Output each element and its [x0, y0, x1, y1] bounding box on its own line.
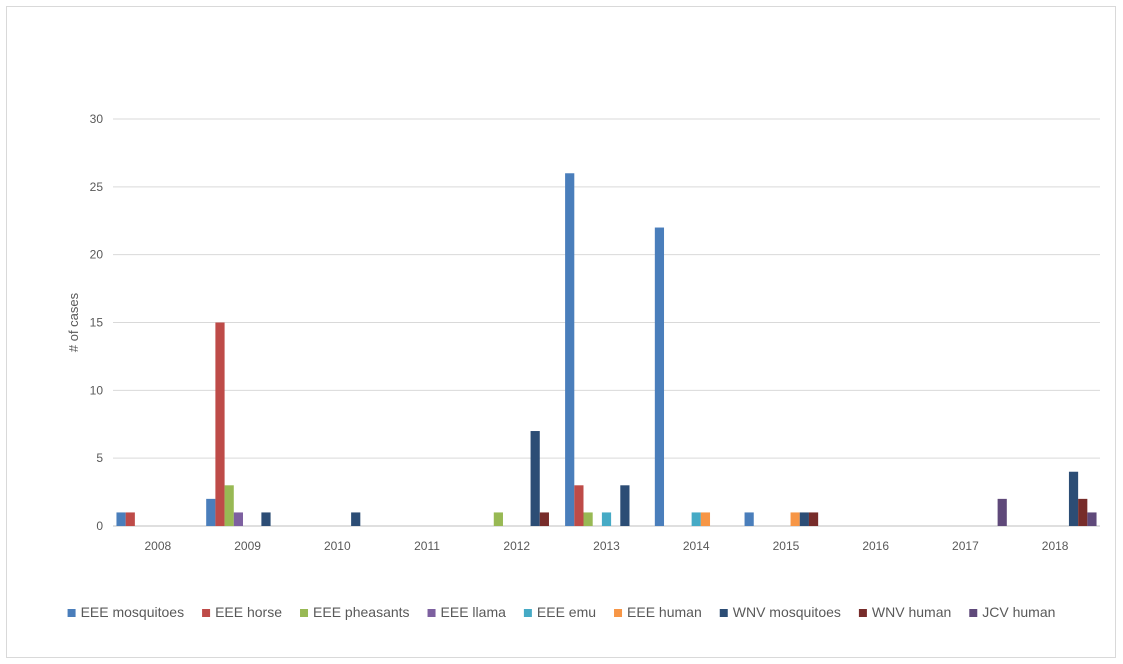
- bar: [233, 512, 243, 526]
- y-tick-label: 20: [90, 248, 104, 262]
- legend-label: JCV human: [982, 604, 1055, 620]
- bar: [351, 512, 361, 526]
- x-tick-label: 2014: [683, 539, 710, 553]
- x-tick-label: 2015: [773, 539, 800, 553]
- x-tick-label: 2011: [414, 539, 440, 553]
- x-axis-ticks: 2008 2009 2010 2011 2012 2013 2014 2015 2016 2017…: [145, 539, 1069, 553]
- bar: [565, 173, 575, 526]
- legend-label: EEE horse: [215, 604, 282, 620]
- chart-frame: [6, 6, 1116, 658]
- bars: [116, 173, 1097, 527]
- bar: [654, 227, 665, 527]
- bar: [620, 485, 630, 526]
- x-tick-label: 2013: [593, 539, 620, 553]
- legend-item: EEE pheasants: [300, 604, 410, 620]
- legend-swatch: [523, 609, 532, 617]
- bar: [224, 485, 234, 526]
- bar: [1087, 512, 1097, 526]
- legend-swatch: [719, 609, 728, 617]
- y-tick-label: 15: [90, 316, 104, 330]
- legend-item: EEE emu: [523, 604, 596, 620]
- bar: [493, 512, 503, 526]
- legend-item: EEE horse: [202, 604, 282, 620]
- x-tick-label: 2018: [1042, 539, 1069, 553]
- y-tick-label: 10: [90, 383, 104, 397]
- legend-swatch: [300, 609, 309, 617]
- bar: [700, 512, 711, 526]
- legend-swatch: [858, 609, 867, 617]
- legend-swatch: [427, 609, 436, 617]
- legend-swatch: [969, 609, 978, 617]
- legend-item: WNV human: [858, 604, 951, 620]
- legend-swatch: [202, 609, 211, 617]
- x-tick-label: 2016: [862, 539, 889, 553]
- bar: [574, 485, 584, 526]
- bar: [530, 431, 540, 526]
- x-tick-label: 2008: [145, 539, 172, 553]
- bar: [583, 512, 593, 526]
- legend-item: WNV mosquitoes: [719, 604, 841, 620]
- gridlines: [113, 118, 1100, 527]
- bar: [539, 512, 549, 526]
- bar: [799, 512, 809, 526]
- bar: [1068, 471, 1079, 526]
- bar: [744, 512, 754, 526]
- bar: [790, 512, 800, 526]
- legend-swatch: [67, 609, 76, 617]
- legend-item: EEE llama: [427, 604, 507, 620]
- bar: [206, 498, 216, 526]
- y-tick-label: 5: [96, 451, 103, 465]
- bar: [691, 512, 701, 526]
- bar: [601, 512, 612, 526]
- legend-label: EEE emu: [537, 604, 596, 620]
- legend: EEE mosquitoes EEE horse EEE pheasants EEE …: [67, 604, 1055, 620]
- legend-swatch: [614, 609, 623, 617]
- y-tick-label: 0: [96, 519, 103, 533]
- legend-label: EEE pheasants: [313, 604, 410, 620]
- y-axis-title: # of cases: [66, 292, 81, 352]
- x-tick-label: 2017: [952, 539, 979, 553]
- x-tick-label: 2009: [234, 539, 261, 553]
- bar: [116, 512, 126, 526]
- x-tick-label: 2010: [324, 539, 351, 553]
- legend-item: JCV human: [969, 604, 1055, 620]
- y-tick-label: 25: [90, 180, 104, 194]
- bar: [997, 498, 1007, 526]
- x-tick-label: 2012: [503, 539, 530, 553]
- legend-label: EEE llama: [441, 604, 507, 620]
- bar: [261, 512, 271, 526]
- bar: [215, 322, 225, 526]
- y-tick-label: 30: [90, 112, 104, 126]
- bar: [808, 512, 819, 526]
- legend-item: EEE human: [614, 604, 702, 620]
- legend-label: WNV mosquitoes: [733, 604, 841, 620]
- bar: [1078, 498, 1088, 526]
- bar: [125, 512, 135, 526]
- legend-label: WNV human: [872, 604, 951, 620]
- y-axis-ticks: 0 5 10 15 20 25 30: [90, 112, 104, 533]
- legend-item: EEE mosquitoes: [67, 604, 185, 620]
- legend-label: EEE human: [627, 604, 702, 620]
- legend-label: EEE mosquitoes: [81, 604, 185, 620]
